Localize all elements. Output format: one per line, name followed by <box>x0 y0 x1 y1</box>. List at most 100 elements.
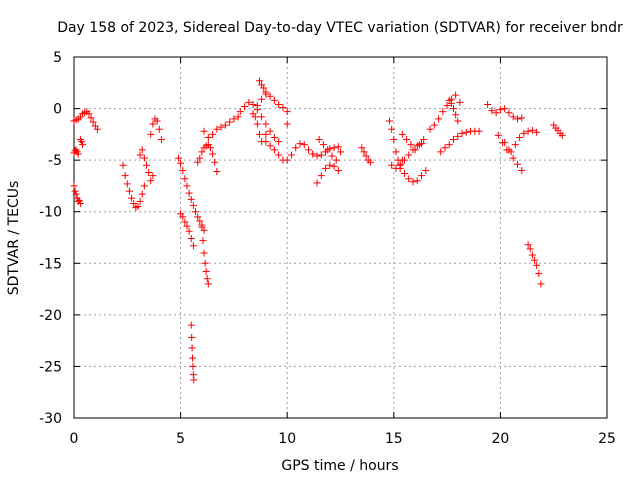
data-point <box>221 121 229 129</box>
data-point <box>449 136 457 144</box>
data-point <box>76 199 84 207</box>
data-point <box>287 151 295 159</box>
data-point <box>140 154 148 162</box>
series-s22 <box>315 136 344 164</box>
data-point <box>501 139 509 147</box>
data-point <box>155 125 163 133</box>
data-point <box>179 213 187 221</box>
x-tick-label: 20 <box>491 431 509 447</box>
series-s13 <box>200 113 242 141</box>
x-axis-label: GPS time / hours <box>281 458 398 474</box>
data-point <box>520 129 528 137</box>
data-point <box>388 161 396 169</box>
data-point <box>200 127 208 135</box>
data-point <box>494 131 502 139</box>
data-point <box>411 146 419 154</box>
data-point <box>426 125 434 133</box>
data-point <box>283 108 291 116</box>
data-point <box>188 344 196 352</box>
data-point <box>326 161 334 169</box>
data-point <box>266 127 274 135</box>
ticks <box>73 56 608 419</box>
data-point <box>179 166 187 174</box>
data-point <box>262 120 270 128</box>
data-point <box>283 120 291 128</box>
data-point <box>236 108 244 116</box>
data-point <box>537 280 545 288</box>
x-tick-label: 0 <box>70 431 79 447</box>
series-s2 <box>70 146 82 158</box>
series-s6 <box>136 146 157 185</box>
data-point <box>136 151 144 159</box>
data-point <box>201 259 209 267</box>
data-point <box>199 237 207 245</box>
data-point <box>177 159 185 167</box>
data-point <box>260 84 268 92</box>
data-point <box>147 130 155 138</box>
data-point <box>189 202 197 210</box>
data-point <box>456 98 464 106</box>
data-point <box>484 100 492 108</box>
series-s20 <box>309 143 342 160</box>
plot-frame <box>73 56 608 419</box>
series-s18 <box>262 138 317 164</box>
data-point <box>405 175 413 183</box>
data-point <box>516 133 524 141</box>
data-point <box>400 170 408 178</box>
series-s21 <box>313 161 342 187</box>
data-point <box>317 172 325 180</box>
data-point <box>198 223 206 231</box>
data-point <box>405 151 413 159</box>
data-point <box>309 150 317 158</box>
data-point <box>203 275 211 283</box>
series-s16 <box>255 77 270 96</box>
data-point <box>322 164 330 172</box>
data-point <box>324 146 332 154</box>
data-point <box>518 166 526 174</box>
data-point <box>202 268 210 276</box>
y-tick-label: -5 <box>48 153 62 169</box>
data-point <box>230 115 238 123</box>
data-point <box>366 158 374 166</box>
data-point <box>398 130 406 138</box>
data-point <box>140 182 148 190</box>
data-point <box>241 103 249 111</box>
data-point <box>258 113 266 121</box>
data-point <box>189 242 197 250</box>
data-point <box>524 241 532 249</box>
y-tick-label: -30 <box>39 411 62 427</box>
data-point <box>187 195 195 203</box>
data-point <box>142 161 150 169</box>
data-point <box>279 104 287 112</box>
data-point <box>413 177 421 185</box>
data-point <box>441 144 449 152</box>
data-point <box>270 146 278 154</box>
data-point <box>437 148 445 156</box>
data-point <box>138 146 146 154</box>
data-point <box>258 95 266 103</box>
grid <box>74 57 607 418</box>
data-point <box>360 148 368 156</box>
data-point <box>509 154 517 162</box>
series-s29 <box>437 127 483 156</box>
data-point <box>330 144 338 152</box>
data-point <box>93 125 101 133</box>
data-point <box>147 177 155 185</box>
y-axis-label: SDTVAR / TECUs <box>6 181 22 296</box>
data-point <box>509 113 517 121</box>
data-point <box>181 175 189 183</box>
data-point <box>255 130 263 138</box>
data-point <box>328 152 336 160</box>
data-point <box>185 189 193 197</box>
data-point <box>283 156 291 164</box>
data-point <box>475 127 483 135</box>
data-point <box>70 182 78 190</box>
data-point <box>392 148 400 156</box>
data-point <box>528 251 536 259</box>
data-point <box>198 148 206 156</box>
data-point <box>275 100 283 108</box>
data-point <box>319 141 327 149</box>
data-point <box>462 128 470 136</box>
data-point <box>213 167 221 175</box>
series-s15 <box>249 90 291 118</box>
